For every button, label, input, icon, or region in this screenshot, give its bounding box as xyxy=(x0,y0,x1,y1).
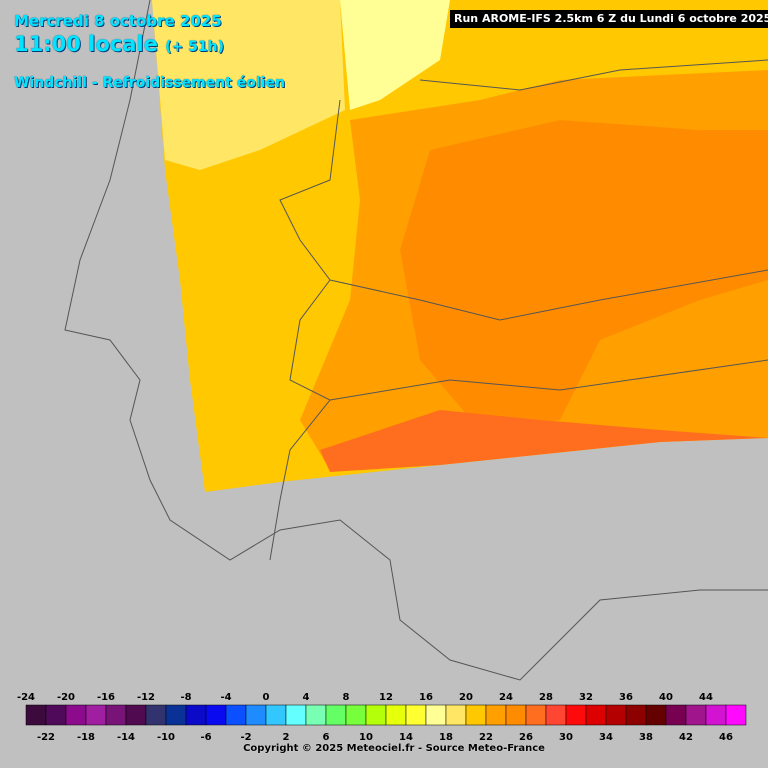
legend-swatch xyxy=(625,704,647,726)
legend-swatch xyxy=(125,704,147,726)
legend-swatch xyxy=(525,704,547,726)
legend-swatch xyxy=(45,704,67,726)
legend-label: 40 xyxy=(659,692,673,703)
legend-label: -20 xyxy=(57,692,75,703)
legend-label: -22 xyxy=(37,732,55,743)
legend-label: -12 xyxy=(137,692,155,703)
legend-swatch xyxy=(565,704,587,726)
legend-label: 46 xyxy=(719,732,733,743)
legend-swatch xyxy=(605,704,627,726)
legend-label: 0 xyxy=(263,692,270,703)
legend-label: 30 xyxy=(559,732,573,743)
legend: -24-22-20-18-16-14-12-10-8-6-4-202468101… xyxy=(17,692,747,743)
legend-swatch xyxy=(505,704,527,726)
legend-label: 42 xyxy=(679,732,693,743)
legend-swatch xyxy=(205,704,227,726)
legend-label: 24 xyxy=(499,692,513,703)
field-cool2 xyxy=(152,0,345,170)
copyright: Copyright © 2025 Meteociel.fr - Source M… xyxy=(243,743,545,754)
run-info: Run AROME-IFS 2.5km 6 Z du Lundi 6 octob… xyxy=(450,10,768,28)
legend-swatch xyxy=(665,704,687,726)
legend-label: 28 xyxy=(539,692,553,703)
legend-swatch xyxy=(105,704,127,726)
legend-label: 26 xyxy=(519,732,533,743)
legend-label: 38 xyxy=(639,732,653,743)
legend-swatch xyxy=(485,704,507,726)
legend-label: 32 xyxy=(579,692,593,703)
legend-swatch xyxy=(345,704,367,726)
border xyxy=(269,99,341,561)
legend-label: 8 xyxy=(343,692,350,703)
legend-label: -2 xyxy=(240,732,251,743)
legend-swatch xyxy=(145,704,167,726)
legend-label: 22 xyxy=(479,732,493,743)
legend-swatch xyxy=(305,704,327,726)
region-border xyxy=(329,59,768,401)
time-text: 11:00 locale xyxy=(14,32,158,56)
legend-swatch xyxy=(325,704,347,726)
field-hot2 xyxy=(320,410,768,472)
legend-label: -16 xyxy=(97,692,115,703)
legend-swatch xyxy=(245,704,267,726)
legend-label: 20 xyxy=(459,692,473,703)
legend-label: -6 xyxy=(200,732,211,743)
field-name: Windchill - Refroidissement éolien xyxy=(14,75,285,91)
legend-swatch xyxy=(185,704,207,726)
legend-label: 2 xyxy=(283,732,290,743)
legend-swatch xyxy=(405,704,427,726)
legend-label: 18 xyxy=(439,732,453,743)
legend-label: 6 xyxy=(323,732,330,743)
legend-label: 36 xyxy=(619,692,633,703)
borders xyxy=(64,0,768,681)
legend-swatch xyxy=(365,704,387,726)
legend-swatch xyxy=(425,704,447,726)
field-cool xyxy=(340,0,450,110)
legend-swatch xyxy=(225,704,247,726)
legend-swatch xyxy=(285,704,307,726)
legend-label: -4 xyxy=(220,692,231,703)
legend-swatch xyxy=(165,704,187,726)
legend-swatch xyxy=(545,704,567,726)
time: 11:00 locale (+ 51h) xyxy=(14,32,224,56)
legend-label: 16 xyxy=(419,692,433,703)
legend-label: 12 xyxy=(379,692,393,703)
legend-label: -18 xyxy=(77,732,95,743)
legend-label: 10 xyxy=(359,732,373,743)
legend-swatch xyxy=(25,704,47,726)
legend-label: 34 xyxy=(599,732,613,743)
legend-swatch xyxy=(705,704,727,726)
legend-swatch xyxy=(265,704,287,726)
legend-swatch xyxy=(445,704,467,726)
legend-swatch xyxy=(465,704,487,726)
legend-label: -8 xyxy=(180,692,191,703)
lead: (+ 51h) xyxy=(165,39,225,55)
legend-swatch xyxy=(585,704,607,726)
legend-label: -24 xyxy=(17,692,35,703)
legend-swatch xyxy=(645,704,667,726)
legend-swatch xyxy=(725,704,747,726)
date: Mercredi 8 octobre 2025 xyxy=(14,12,222,30)
legend-label: 4 xyxy=(303,692,310,703)
legend-swatch xyxy=(685,704,707,726)
legend-label: 44 xyxy=(699,692,713,703)
legend-swatch xyxy=(65,704,87,726)
legend-label: 14 xyxy=(399,732,413,743)
legend-swatch xyxy=(385,704,407,726)
legend-label: -14 xyxy=(117,732,135,743)
legend-label: -10 xyxy=(157,732,175,743)
coastline xyxy=(64,0,768,681)
field-hot xyxy=(400,120,768,430)
legend-swatch xyxy=(85,704,107,726)
